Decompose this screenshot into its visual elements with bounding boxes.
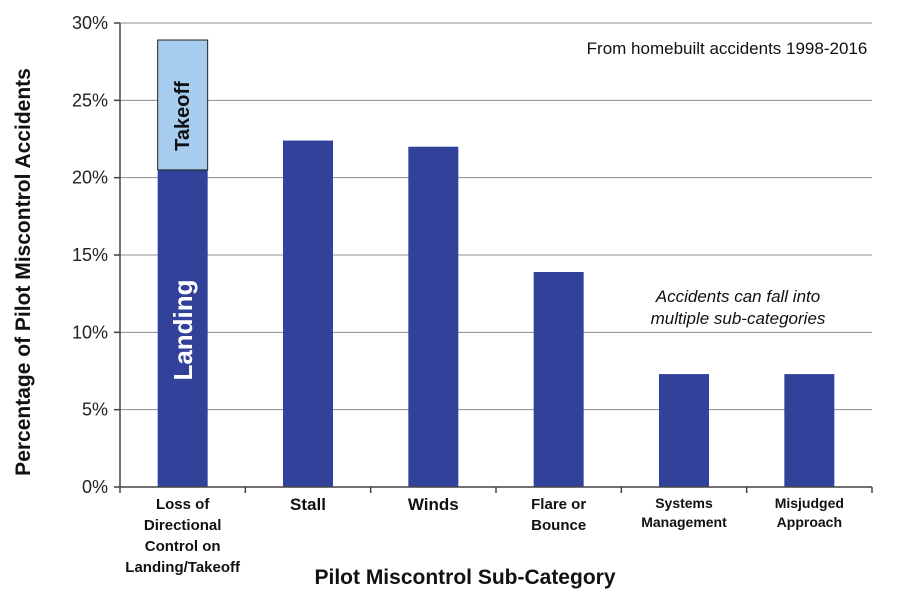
y-tick-label: 15% [72, 245, 108, 265]
x-tick-label: Stall [290, 495, 326, 514]
y-tick-label: 10% [72, 322, 108, 342]
y-axis-label: Percentage of Pilot Miscontrol Accidents [12, 68, 35, 476]
takeoff-segment-label: Takeoff [172, 81, 194, 151]
landing-segment-label: Landing [168, 279, 198, 380]
bar-landing-4 [659, 374, 709, 487]
bar-landing-0 [157, 169, 208, 487]
y-tick-label: 0% [82, 477, 108, 497]
x-axis-label: Pilot Miscontrol Sub-Category [314, 566, 615, 589]
bar-landing-2 [408, 146, 459, 487]
x-tick-label: Flare or Bounce [531, 496, 586, 534]
x-tick-label: Misjudged Approach [775, 495, 844, 530]
x-tick-label: Loss of Directional Control on Landing/Take… [125, 496, 241, 576]
source-note: From homebuilt accidents 1998-2016 [587, 39, 868, 58]
grid-lines [120, 22, 872, 411]
axes [114, 22, 873, 493]
y-tick-label: 30% [72, 13, 108, 33]
x-tick-labels: Loss of Directional Control on Landing/Take… [125, 495, 844, 576]
x-tick-label: Winds [408, 495, 459, 514]
bar-landing-3 [533, 272, 584, 487]
y-tick-labels: 0% 5% 10% 15% 20% 25% 30% [72, 13, 108, 497]
x-tick-label: Systems Management [641, 495, 727, 530]
y-tick-label: 5% [82, 400, 108, 420]
y-tick-label: 25% [72, 90, 108, 110]
multi-category-note-line1: Accidents can fall into [655, 287, 820, 306]
y-tick-label: 20% [72, 168, 108, 188]
bar-landing-1 [283, 140, 333, 487]
bars [157, 39, 835, 487]
bar-landing-5 [784, 374, 835, 487]
multi-category-note-line2: multiple sub-categories [651, 309, 826, 328]
bar-takeoff-0 [157, 39, 209, 171]
